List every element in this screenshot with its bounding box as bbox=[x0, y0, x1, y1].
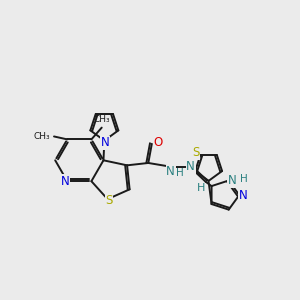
Text: CH₃: CH₃ bbox=[93, 115, 110, 124]
Text: N: N bbox=[61, 175, 70, 188]
Text: S: S bbox=[192, 146, 200, 159]
Text: H: H bbox=[176, 168, 183, 178]
Text: N: N bbox=[228, 174, 237, 187]
Text: N: N bbox=[238, 189, 247, 202]
Text: CH₃: CH₃ bbox=[34, 132, 50, 141]
Text: N: N bbox=[101, 136, 110, 149]
Text: H: H bbox=[240, 174, 247, 184]
Text: N: N bbox=[186, 160, 195, 173]
Text: O: O bbox=[154, 136, 163, 149]
Text: S: S bbox=[105, 194, 113, 207]
Text: N: N bbox=[166, 165, 175, 178]
Text: H: H bbox=[197, 183, 206, 193]
